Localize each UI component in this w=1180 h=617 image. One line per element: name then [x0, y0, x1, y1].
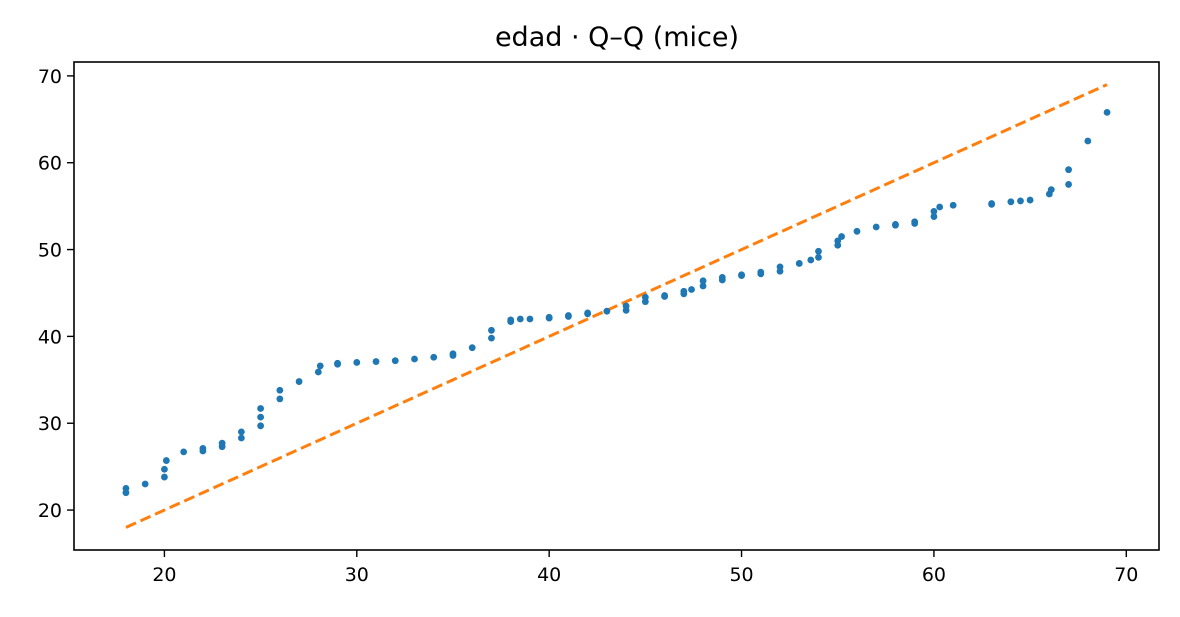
data-point: [276, 395, 284, 403]
data-point: [930, 207, 938, 215]
x-axis: 20 30 40 50 60 70: [152, 550, 1138, 586]
reference-line-layer: [125, 83, 1108, 529]
data-point: [316, 362, 324, 370]
data-point: [680, 287, 688, 295]
y-tick-label: 20: [38, 500, 62, 522]
data-point: [699, 277, 707, 285]
data-point: [391, 357, 399, 365]
x-tick-label: 40: [537, 564, 561, 586]
data-point: [776, 263, 784, 271]
data-point: [838, 233, 845, 240]
data-point: [218, 439, 226, 447]
data-point: [603, 307, 611, 315]
data-point: [757, 268, 765, 276]
y-tick-label: 60: [38, 153, 62, 175]
data-point: [1065, 181, 1072, 188]
data-point: [699, 282, 707, 290]
data-point: [516, 315, 524, 323]
data-point: [449, 350, 457, 358]
data-point: [237, 434, 245, 442]
data-point: [815, 253, 822, 261]
data-point: [936, 203, 944, 211]
data-point: [641, 293, 649, 301]
data-point: [237, 428, 245, 436]
data-point: [430, 353, 438, 361]
data-point: [1026, 196, 1034, 204]
data-point: [738, 271, 745, 279]
data-point: [507, 316, 515, 324]
data-point: [988, 200, 996, 207]
data-point: [622, 302, 630, 310]
data-point: [488, 326, 495, 334]
data-point: [162, 457, 170, 464]
data-point: [872, 223, 880, 231]
data-point: [1084, 137, 1092, 145]
data-point: [911, 218, 919, 226]
y-tick-label: 70: [38, 66, 62, 88]
y-axis: 20 30 40 50 60 70: [38, 66, 74, 522]
data-point: [1047, 186, 1055, 194]
y-tick-label: 40: [38, 326, 62, 348]
data-point: [661, 292, 668, 299]
data-point: [141, 480, 149, 488]
data-point: [930, 213, 938, 220]
data-point: [353, 359, 361, 366]
data-point: [526, 315, 534, 323]
x-tick-label: 60: [922, 564, 946, 586]
data-point: [807, 256, 815, 264]
data-point: [276, 386, 284, 394]
data-point: [718, 273, 726, 281]
data-point: [1007, 198, 1015, 206]
plot-area: 20 30 40 50 60 70 20 30 40 50 60 70: [38, 61, 1160, 586]
data-point: [257, 422, 265, 430]
x-tick-label: 20: [152, 564, 176, 586]
data-point: [1065, 166, 1072, 174]
data-point: [892, 220, 899, 228]
data-point: [688, 286, 695, 293]
data-point: [122, 484, 130, 492]
data-point: [545, 313, 553, 321]
data-point: [161, 473, 168, 481]
data-point: [468, 344, 476, 352]
chart-title: edad · Q–Q (mice): [495, 22, 739, 53]
data-point: [411, 355, 418, 363]
x-tick-label: 50: [729, 564, 753, 586]
data-point: [1017, 197, 1024, 205]
reference-line: [125, 83, 1108, 529]
data-point: [853, 227, 861, 235]
data-point: [834, 237, 842, 245]
data-point: [314, 368, 322, 376]
data-point: [199, 445, 207, 452]
data-point: [565, 312, 572, 319]
x-tick-label: 70: [1114, 564, 1138, 586]
data-point: [584, 309, 592, 317]
data-point: [949, 201, 957, 209]
data-point: [815, 247, 822, 255]
y-tick-label: 30: [38, 413, 62, 435]
data-point: [180, 448, 188, 456]
data-point: [1103, 108, 1111, 116]
data-point: [257, 413, 265, 421]
data-point: [795, 260, 803, 267]
y-tick-label: 50: [38, 240, 62, 262]
points-layer: [122, 108, 1111, 497]
data-point: [334, 359, 341, 367]
data-point: [295, 378, 303, 385]
data-point: [488, 334, 495, 342]
data-point: [372, 358, 380, 365]
data-point: [161, 465, 168, 473]
x-tick-label: 30: [345, 564, 369, 586]
axes-frame: [73, 61, 1160, 551]
data-point: [257, 405, 265, 412]
